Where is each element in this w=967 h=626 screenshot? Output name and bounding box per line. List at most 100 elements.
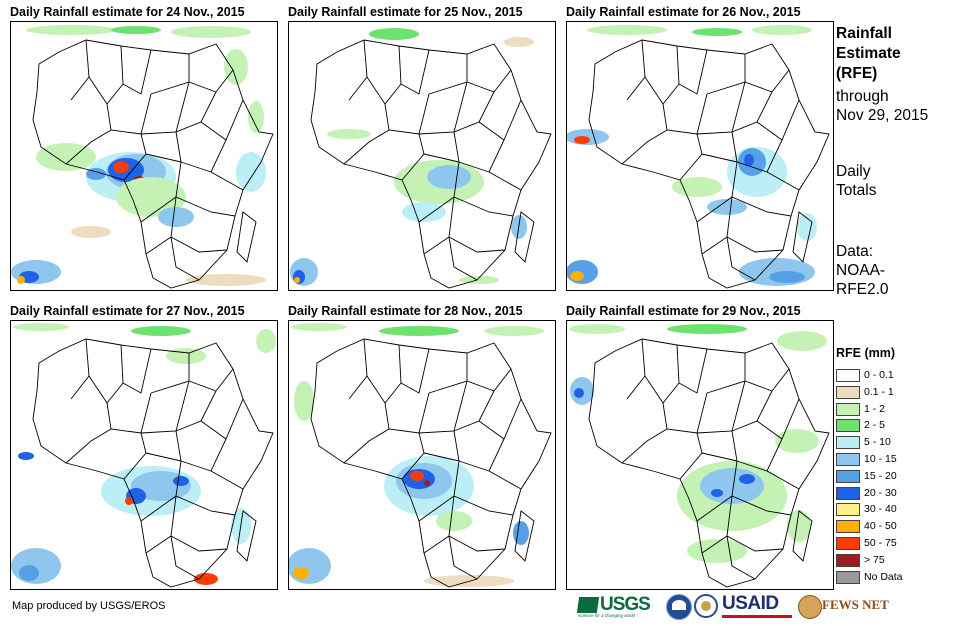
through-date: through Nov 29, 2015 xyxy=(836,87,928,125)
legend-row: 15 - 20 xyxy=(836,468,956,485)
rainfall-shading xyxy=(290,28,534,286)
panel-title: Daily Rainfall estimate for 25 Nov., 201… xyxy=(288,5,523,19)
legend-label: 20 - 30 xyxy=(864,486,897,499)
legend-swatch xyxy=(836,503,860,517)
country-borders xyxy=(588,39,830,289)
panel-title: Daily Rainfall estimate for 29 Nov., 201… xyxy=(566,304,801,318)
title-line-1: Rainfall xyxy=(836,25,892,42)
data-line-2: NOAA- xyxy=(836,262,886,279)
legend-row: 5 - 10 xyxy=(836,434,956,451)
usaid-wordmark: USAID xyxy=(722,593,779,614)
title-line-3: (RFE) xyxy=(836,65,878,82)
usgs-wordmark: USGS xyxy=(600,594,651,615)
rainfall-map xyxy=(10,320,278,590)
usaid-logo: USAID xyxy=(722,594,794,620)
panel-title: Daily Rainfall estimate for 24 Nov., 201… xyxy=(10,5,245,19)
legend-label: 0 - 0.1 xyxy=(864,369,894,381)
rainfall-shading xyxy=(11,323,276,585)
legend-swatch xyxy=(836,385,860,399)
legend-swatch xyxy=(836,469,860,483)
legend-swatch xyxy=(836,369,860,382)
legend-row: 50 - 75 xyxy=(836,535,956,552)
map-panel-28-nov: Daily Rainfall estimate for 28 Nov., 201… xyxy=(288,302,556,590)
daily-line-1: Daily xyxy=(836,163,871,180)
legend-swatch xyxy=(836,570,860,584)
usgs-mark-icon xyxy=(576,597,600,613)
legend-row: 0.1 - 1 xyxy=(836,384,956,401)
africa-map-svg xyxy=(567,25,830,289)
rainfall-map xyxy=(288,21,556,291)
legend-label: 5 - 10 xyxy=(864,436,891,449)
fews-net-logo: FEWS NET xyxy=(798,594,889,620)
legend-label: 2 - 5 xyxy=(864,419,886,432)
legend-row: 40 - 50 xyxy=(836,518,956,535)
legend-swatch xyxy=(836,536,860,550)
panel-title: Daily Rainfall estimate for 26 Nov., 201… xyxy=(566,5,801,19)
legend-label: 40 - 50 xyxy=(864,520,897,533)
fews-globe-icon xyxy=(798,595,822,619)
rainfall-map xyxy=(566,21,834,291)
map-credit: Map produced by USGS/EROS xyxy=(12,600,166,612)
rainfall-map xyxy=(566,320,834,590)
map-panel-27-nov: Daily Rainfall estimate for 27 Nov., 201… xyxy=(10,302,278,590)
country-borders xyxy=(32,39,274,289)
legend-label: 10 - 15 xyxy=(864,452,897,465)
africa-map-svg xyxy=(11,323,276,588)
legend-row: 1 - 2 xyxy=(836,401,956,418)
legend-label: 0.1 - 1 xyxy=(864,385,894,398)
daily-line-2: Totals xyxy=(836,182,877,199)
africa-map-svg xyxy=(289,323,552,588)
map-panel-24-nov: Daily Rainfall estimate for 24 Nov., 201… xyxy=(10,3,278,291)
legend-label: 50 - 75 xyxy=(864,536,897,549)
panel-title: Daily Rainfall estimate for 28 Nov., 201… xyxy=(288,304,523,318)
rainfall-shading xyxy=(11,25,266,286)
country-borders xyxy=(310,39,552,289)
map-panel-25-nov: Daily Rainfall estimate for 25 Nov., 201… xyxy=(288,3,556,291)
fews-wordmark: FEWS NET xyxy=(822,597,889,612)
usgs-tagline: science for a changing world xyxy=(578,613,636,618)
data-line-1: Data: xyxy=(836,243,874,260)
through-value: Nov 29, 2015 xyxy=(836,107,929,124)
legend-title: RFE (mm) xyxy=(836,346,896,360)
legend-row: 30 - 40 xyxy=(836,501,956,518)
noaa-logo-icon xyxy=(666,594,692,620)
legend-swatch xyxy=(836,553,860,567)
legend-label: No Data xyxy=(864,570,903,583)
data-line-3: RFE2.0 xyxy=(836,281,889,298)
usaid-seal-icon xyxy=(694,594,718,618)
legend-label: 15 - 20 xyxy=(864,469,897,482)
country-borders xyxy=(310,338,552,588)
legend-row: 0 - 0.1 xyxy=(836,367,956,384)
legend-row: 20 - 30 xyxy=(836,485,956,502)
rainfall-shading xyxy=(289,323,544,587)
legend-row: 10 - 15 xyxy=(836,451,956,468)
legend-swatch xyxy=(836,520,860,534)
through-label: through xyxy=(836,88,889,105)
rfe-legend: RFE (mm) 0 - 0.1 0.1 - 1 1 - 2 2 - 5 5 - 10 1… xyxy=(836,346,956,585)
africa-map-svg xyxy=(11,25,274,289)
country-borders xyxy=(32,338,274,588)
map-panel-29-nov: Daily Rainfall estimate for 29 Nov., 201… xyxy=(566,302,834,590)
legend-swatch xyxy=(836,452,860,466)
legend-label: 30 - 40 xyxy=(864,503,897,516)
daily-totals-label: Daily Totals xyxy=(836,162,877,200)
data-source: Data: NOAA- RFE2.0 xyxy=(836,242,889,299)
usgs-logo: USGS science for a changing world xyxy=(576,594,662,620)
title-line-2: Estimate xyxy=(836,45,901,62)
map-panel-26-nov: Daily Rainfall estimate for 26 Nov., 201… xyxy=(566,3,834,291)
legend-swatch xyxy=(836,402,860,416)
legend-swatch xyxy=(836,486,860,500)
legend-row: No Data xyxy=(836,569,956,586)
africa-map-svg xyxy=(569,324,830,588)
country-borders xyxy=(588,338,830,588)
legend-swatch xyxy=(836,419,860,433)
product-title: Rainfall Estimate (RFE) xyxy=(836,24,901,84)
panel-title: Daily Rainfall estimate for 27 Nov., 201… xyxy=(10,304,245,318)
africa-map-svg xyxy=(290,28,552,289)
legend-swatch xyxy=(836,436,860,450)
legend-rows: 0 - 0.1 0.1 - 1 1 - 2 2 - 5 5 - 10 10 - 15 15 … xyxy=(836,367,956,585)
rainfall-map xyxy=(10,21,278,291)
legend-row: 2 - 5 xyxy=(836,417,956,434)
legend-row: > 75 xyxy=(836,552,956,569)
legend-label: 1 - 2 xyxy=(864,402,886,415)
